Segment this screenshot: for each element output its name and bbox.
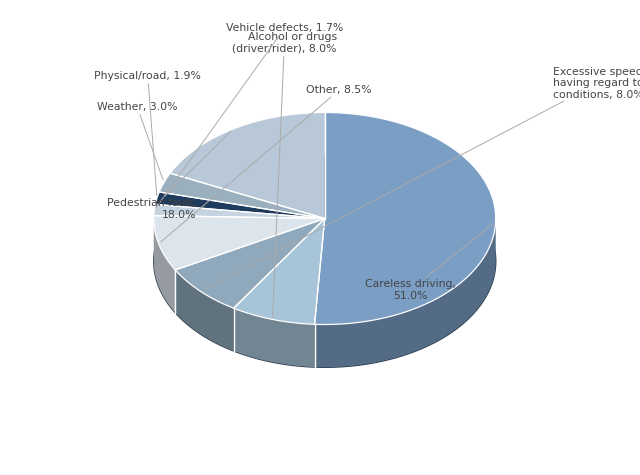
Text: Alcohol or drugs
(driver/rider), 8.0%: Alcohol or drugs (driver/rider), 8.0% bbox=[232, 32, 337, 317]
Polygon shape bbox=[156, 192, 324, 218]
Polygon shape bbox=[175, 218, 324, 308]
Polygon shape bbox=[234, 218, 324, 324]
Polygon shape bbox=[154, 204, 324, 218]
Text: Other, 8.5%: Other, 8.5% bbox=[161, 85, 372, 242]
Text: Pedestrian fault,
18.0%: Pedestrian fault, 18.0% bbox=[108, 131, 231, 220]
Polygon shape bbox=[314, 113, 496, 324]
Polygon shape bbox=[154, 218, 175, 313]
Polygon shape bbox=[175, 270, 234, 351]
Polygon shape bbox=[170, 113, 324, 218]
Text: Careless driving,
51.0%: Careless driving, 51.0% bbox=[365, 223, 493, 301]
Polygon shape bbox=[154, 155, 496, 367]
Text: Vehicle defects, 1.7%: Vehicle defects, 1.7% bbox=[156, 23, 343, 208]
Polygon shape bbox=[154, 216, 324, 270]
Text: Physical/road, 1.9%: Physical/road, 1.9% bbox=[94, 71, 201, 195]
Polygon shape bbox=[159, 173, 324, 218]
Text: Weather, 3.0%: Weather, 3.0% bbox=[97, 102, 177, 180]
Text: Excessive speed
having regard to
conditions, 8.0%: Excessive speed having regard to conditi… bbox=[203, 66, 640, 290]
Polygon shape bbox=[234, 308, 314, 367]
Polygon shape bbox=[314, 220, 496, 367]
